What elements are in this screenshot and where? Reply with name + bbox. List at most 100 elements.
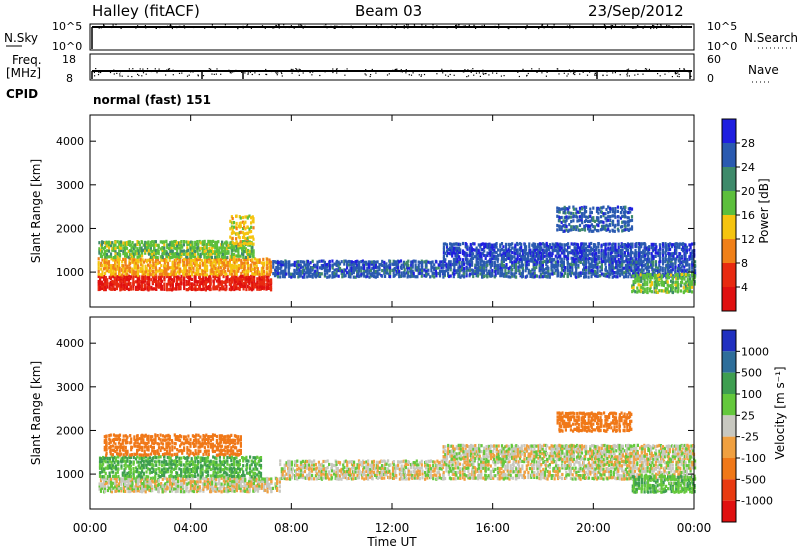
nave-point [298, 68, 300, 70]
power-cell [449, 260, 452, 264]
power-cell [587, 227, 590, 231]
power-cell [634, 290, 637, 294]
power-cell [575, 248, 578, 252]
power-cell [442, 275, 445, 279]
power-cell [644, 254, 647, 258]
power-cell [622, 214, 625, 218]
power-cell [314, 265, 318, 269]
nave-point [142, 72, 145, 74]
power-cell [461, 241, 465, 246]
power-cell [354, 275, 357, 279]
power-cell [374, 269, 377, 273]
power-cell [331, 266, 334, 270]
power-cell [520, 246, 523, 250]
power-cell [679, 262, 682, 266]
nsky-point [211, 24, 213, 26]
power-cell [350, 272, 353, 276]
power-cell [138, 275, 141, 279]
power-cell [573, 258, 576, 262]
power-cell [209, 280, 212, 284]
power-cell [677, 286, 680, 290]
power-cell [237, 269, 240, 273]
nave-point [637, 73, 639, 75]
power-cell [166, 255, 169, 259]
power-cell [611, 272, 614, 276]
power-cell [543, 268, 546, 272]
power-cell [581, 227, 584, 232]
power-cell [118, 257, 121, 261]
power-cell [149, 255, 152, 259]
power-cell [672, 257, 675, 261]
power-cell [635, 251, 638, 255]
power-cell [399, 259, 403, 263]
power-cell [107, 249, 111, 253]
velocity-cell [112, 481, 115, 485]
power-cell [322, 259, 325, 263]
power-cell [688, 269, 691, 273]
power-cell [266, 266, 269, 271]
power-cell [489, 259, 492, 264]
power-cell [223, 249, 226, 253]
power-cell [632, 289, 635, 293]
power-cell [468, 265, 471, 269]
power-cell [123, 278, 126, 282]
power-cell [682, 286, 685, 290]
power-cell [602, 259, 605, 264]
power-cell [360, 272, 363, 276]
power-cell [602, 253, 605, 258]
power-cell [119, 274, 122, 279]
power-cell [636, 290, 639, 294]
power-cell [105, 255, 109, 259]
nave-point [412, 72, 414, 74]
nave-point [450, 69, 452, 71]
power-cell [156, 256, 159, 260]
power-cell [611, 257, 614, 261]
nave-point [100, 71, 102, 74]
power-cell [160, 264, 163, 268]
nsky-point [656, 24, 658, 26]
power-cell [602, 227, 605, 231]
power-cell [600, 210, 604, 214]
power-cell [198, 263, 202, 267]
power-cell [499, 274, 502, 278]
power-cell [316, 265, 319, 269]
power-cell [244, 232, 247, 236]
power-cell [476, 274, 480, 278]
velocity-cell [126, 476, 129, 480]
power-cell [566, 268, 569, 273]
nsky-point [264, 27, 266, 29]
power-cell [383, 260, 386, 264]
power-cell [121, 273, 124, 277]
power-cell [253, 272, 257, 276]
nave-point [215, 73, 217, 75]
nave-point [299, 69, 301, 71]
power-cell [471, 263, 474, 267]
power-cell [238, 284, 241, 288]
nave-point [678, 73, 680, 75]
nave-point [344, 69, 346, 72]
power-cell [181, 249, 184, 253]
power-cell [599, 215, 603, 219]
power-cell [133, 258, 136, 262]
cpid-label: CPID [6, 87, 38, 101]
power-cell [347, 274, 350, 279]
power-cell [624, 221, 627, 225]
power-cell [600, 272, 603, 276]
power-cell [126, 272, 129, 276]
power-cell [316, 260, 319, 264]
power-cell [475, 248, 478, 252]
power-cell [230, 263, 233, 267]
power-cell [242, 284, 245, 288]
power-cell [535, 262, 539, 266]
power-cell [191, 273, 194, 277]
power-cell [659, 268, 662, 272]
power-cell [545, 271, 548, 275]
power-cell [180, 278, 183, 282]
nave-point [602, 74, 604, 76]
power-cell [241, 215, 245, 220]
power-cell [676, 280, 679, 284]
power-cell [148, 280, 151, 284]
power-cell [201, 269, 204, 273]
power-cell [148, 282, 151, 286]
power-cell [185, 240, 188, 244]
